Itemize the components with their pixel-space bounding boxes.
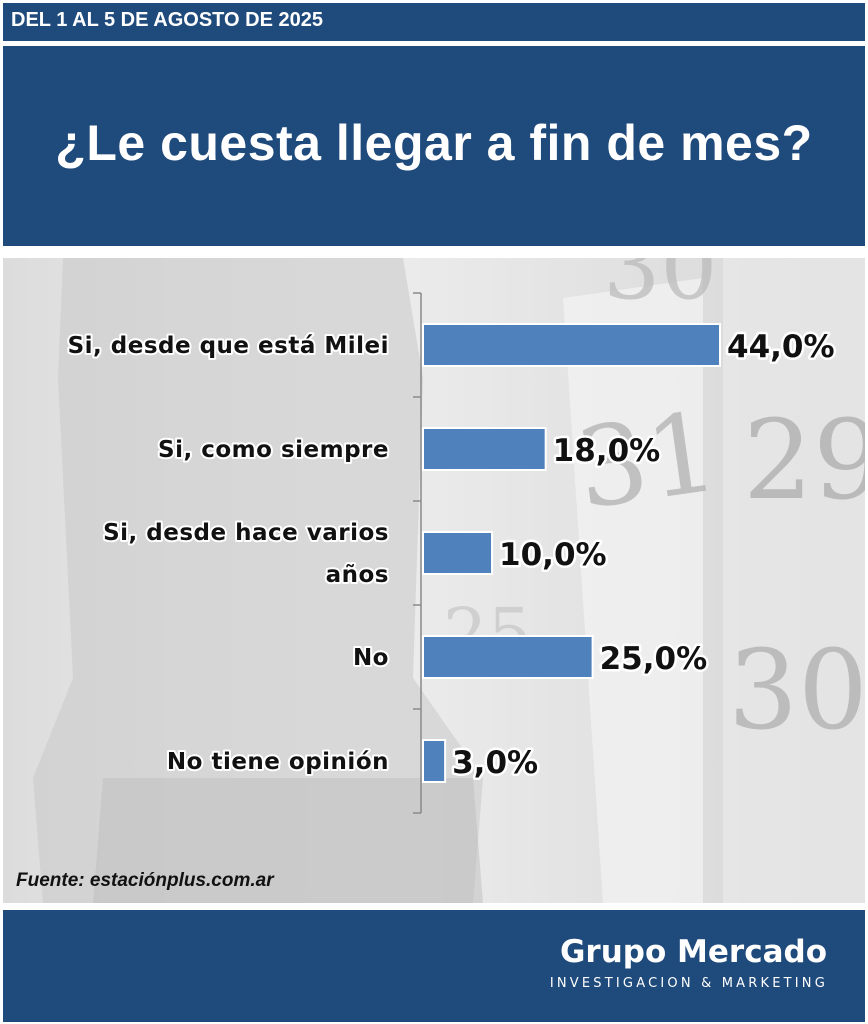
bar-chart: 31 29 30 30 25 Si, desde que está MileiS… bbox=[33, 258, 865, 903]
value-label: 18,0% bbox=[553, 433, 661, 469]
title-banner: ¿Le cuesta llegar a fin de mes? bbox=[3, 46, 865, 246]
footer-banner: Grupo Mercado INVESTIGACION & MARKETING bbox=[3, 910, 865, 1022]
brand-name: Grupo Mercado bbox=[559, 934, 827, 970]
value-label: 44,0% bbox=[727, 329, 835, 365]
chart-title: ¿Le cuesta llegar a fin de mes? bbox=[55, 115, 813, 171]
category-label: Si, desde que está Milei bbox=[68, 333, 389, 359]
value-label: 10,0% bbox=[499, 537, 607, 573]
axis-ticks bbox=[413, 292, 421, 814]
svg-text:29: 29 bbox=[743, 396, 865, 524]
svg-text:30: 30 bbox=[728, 626, 865, 754]
value-labels: 44,0% 18,0% 10,0% 25,0% 3,0% bbox=[450, 327, 837, 784]
category-label: años bbox=[326, 562, 389, 588]
category-labels: Si, desde que está Milei Si, como siempre… bbox=[66, 331, 391, 777]
bar bbox=[424, 325, 719, 365]
bar bbox=[424, 429, 545, 469]
category-label: Si, desde hace varios bbox=[103, 520, 389, 546]
source-note: Fuente: estaciónplus.com.ar bbox=[16, 870, 274, 891]
survey-date: DEL 1 AL 5 DE AGOSTO DE 2025 bbox=[11, 9, 323, 31]
bars-group bbox=[422, 323, 721, 783]
bar bbox=[424, 637, 592, 677]
category-label: No tiene opinión bbox=[167, 749, 389, 775]
svg-text:31: 31 bbox=[569, 388, 725, 534]
value-label: 25,0% bbox=[600, 641, 708, 677]
bar bbox=[424, 533, 492, 573]
brand-tagline: INVESTIGACION & MARKETING bbox=[549, 976, 828, 991]
category-label: Si, como siempre bbox=[158, 437, 389, 463]
value-label: 3,0% bbox=[452, 745, 538, 781]
category-label: No bbox=[353, 645, 389, 671]
date-banner: DEL 1 AL 5 DE AGOSTO DE 2025 bbox=[3, 3, 865, 41]
background-art: 31 29 30 30 25 bbox=[33, 258, 865, 903]
svg-text:30: 30 bbox=[603, 258, 718, 320]
background-photo: 31 29 30 30 25 Si, desde que está Milei S… bbox=[3, 258, 865, 903]
bar bbox=[424, 741, 445, 781]
